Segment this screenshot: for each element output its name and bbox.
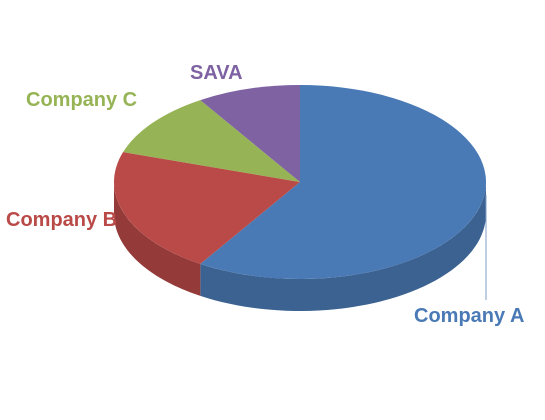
slice-label-company-c: Company C bbox=[26, 89, 137, 111]
slice-label-company-a: Company A bbox=[414, 305, 524, 327]
slice-top-company-c bbox=[123, 100, 300, 182]
slice-label-company-b: Company B bbox=[6, 209, 117, 231]
pie-top-layer bbox=[114, 85, 487, 279]
slice-side-company-a bbox=[200, 182, 486, 311]
slice-label-sava: SAVA bbox=[190, 62, 243, 84]
slice-top-sava bbox=[200, 85, 300, 182]
pie-depth-layer bbox=[114, 182, 486, 311]
slice-side-company-b bbox=[114, 182, 201, 296]
slice-top-company-b bbox=[114, 152, 300, 264]
slice-label-layer: Company A Company B Company C SAVA bbox=[6, 62, 524, 327]
slice-top-company-a bbox=[200, 85, 487, 279]
